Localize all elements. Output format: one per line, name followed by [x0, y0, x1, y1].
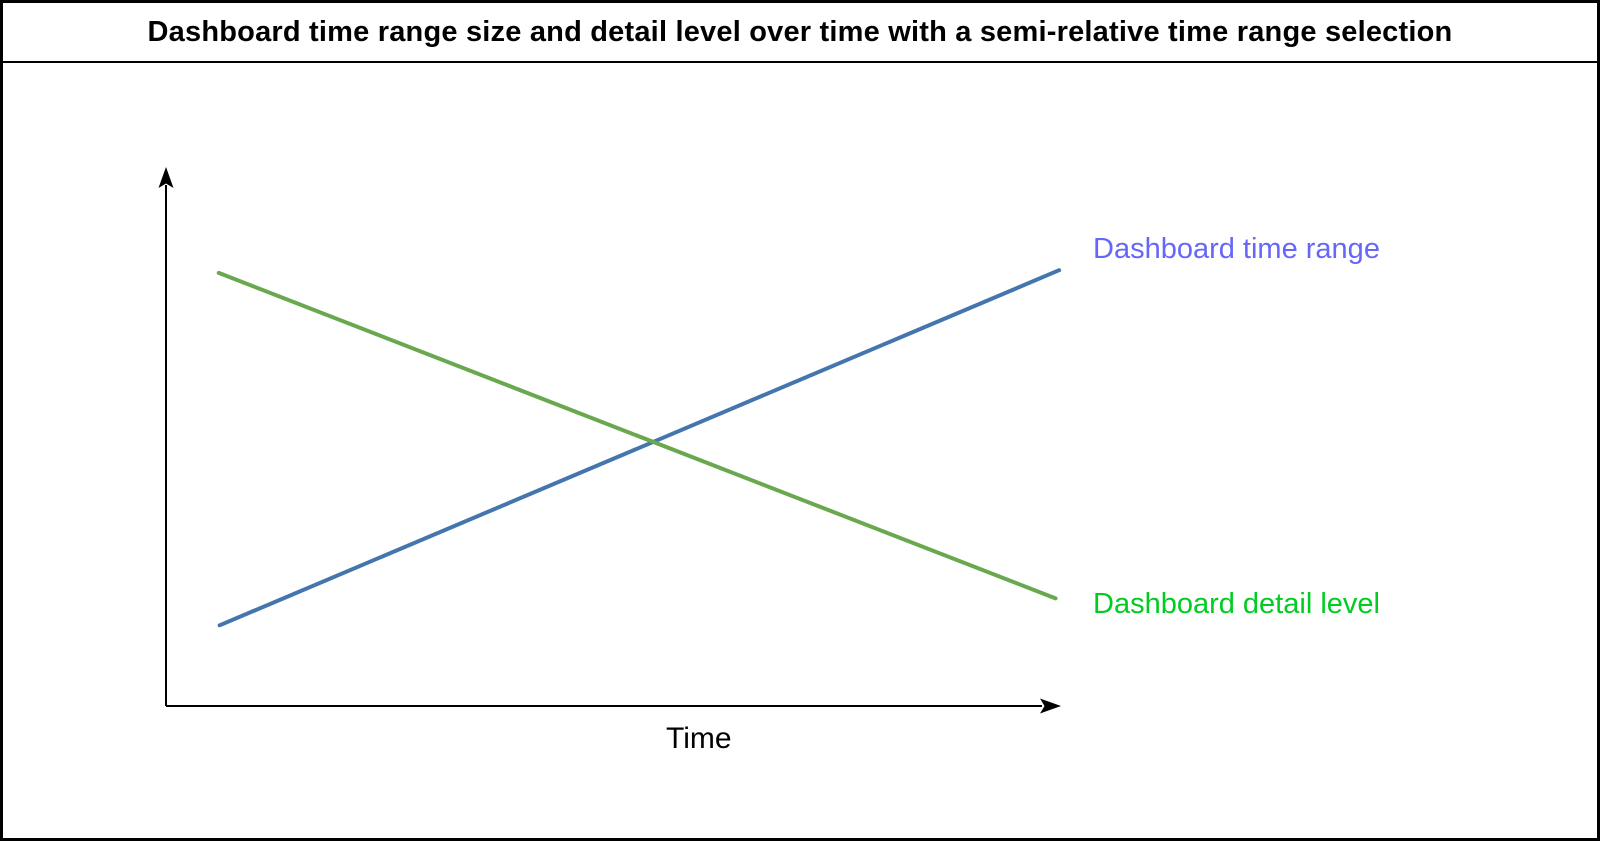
series-label-time-range: Dashboard time range	[1093, 233, 1380, 265]
chart-canvas	[158, 167, 1062, 714]
series-line-detail-level	[216, 270, 1058, 601]
x-axis-label: Time	[666, 722, 732, 755]
y-axis-arrowhead-icon	[158, 167, 174, 188]
title-bar: Dashboard time range size and detail lev…	[3, 3, 1597, 63]
x-axis-arrowhead-icon	[1040, 698, 1061, 714]
diagram-title: Dashboard time range size and detail lev…	[147, 15, 1453, 48]
series-label-detail-level: Dashboard detail level	[1093, 588, 1380, 620]
series-line-time-range	[217, 268, 1062, 628]
